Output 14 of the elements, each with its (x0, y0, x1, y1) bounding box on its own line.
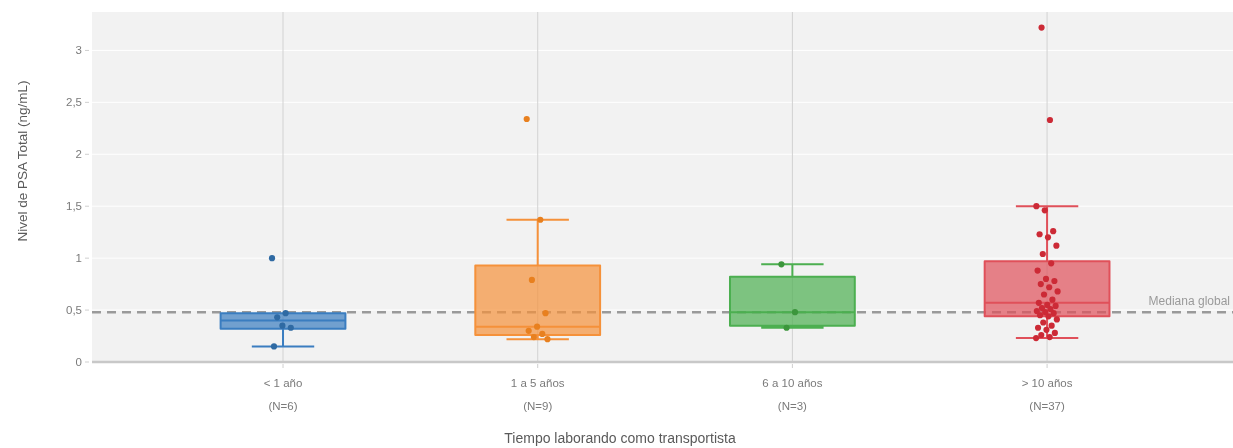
x-tick-label: < 1 año (N=6) (263, 377, 303, 412)
y-tick-label: 0 (75, 356, 82, 369)
y-tick-label: 3 (75, 44, 82, 57)
y-tick-label: 2 (75, 148, 82, 161)
y-tick-label: 1,5 (66, 200, 82, 213)
y-tick-label: 2,5 (66, 96, 82, 109)
x-tick-label: 6 a 10 años (N=3) (762, 377, 823, 412)
x-tick-label: 1 a 5 años (N=9) (510, 377, 565, 412)
y-axis-title: Nivel de PSA Total (ng/mL) (15, 80, 30, 242)
x-tick-label: > 10 años (N=37) (1021, 377, 1073, 412)
ref-line-label: Mediana global (1148, 294, 1230, 309)
y-tick-label: 0,5 (66, 304, 82, 317)
y-tick-label: 1 (75, 252, 82, 265)
x-axis-title: Tiempo laborando como transportista (504, 430, 736, 446)
